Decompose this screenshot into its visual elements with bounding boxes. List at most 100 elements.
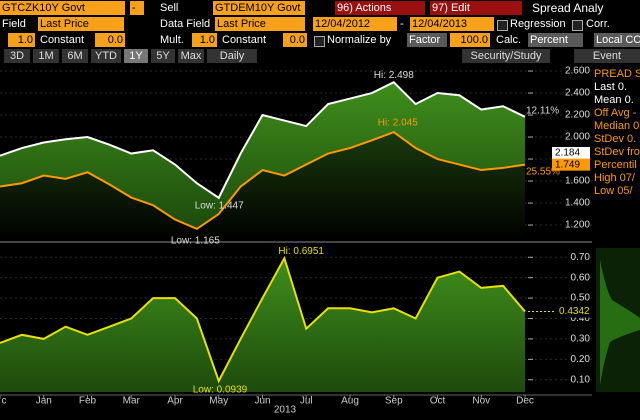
x-tick-label: Jun bbox=[254, 396, 270, 407]
stat-line: Low 05/ bbox=[594, 185, 633, 197]
last-value: 2.184 bbox=[555, 148, 580, 159]
x-tick-label: Apr bbox=[167, 396, 183, 407]
stat-line: PREAD SU bbox=[594, 68, 640, 80]
pct-label: 25.55% bbox=[526, 166, 560, 177]
stat-line: Off Avg - bbox=[594, 107, 637, 119]
x-tick-label: Oct bbox=[430, 396, 446, 407]
y-tick-label: 0.70 bbox=[571, 252, 591, 263]
separator: - bbox=[400, 18, 404, 30]
low-label: Low: 1.447 bbox=[195, 201, 244, 212]
value-box bbox=[552, 158, 590, 171]
y-tick-label: 1.400 bbox=[565, 198, 590, 209]
value-box bbox=[556, 305, 594, 318]
label: Constant bbox=[40, 34, 85, 46]
y-tick-label: 0.60 bbox=[571, 272, 591, 283]
range-tab[interactable]: 3D bbox=[4, 49, 30, 63]
low-label: Low: 1.165 bbox=[171, 236, 220, 247]
y-tick-label: 0.20 bbox=[571, 354, 591, 365]
security-field[interactable]: GTDEM10Y Govt bbox=[213, 1, 305, 15]
y-tick-label: 2.400 bbox=[565, 88, 590, 99]
series-line bbox=[0, 81, 526, 200]
checkbox[interactable] bbox=[314, 36, 325, 47]
range-tab[interactable]: 5Y bbox=[151, 49, 175, 63]
stat-line: Mean 0. bbox=[594, 94, 634, 106]
series-line bbox=[0, 255, 526, 384]
x-tick-label: c bbox=[2, 396, 7, 407]
y-tick-label: 1.600 bbox=[565, 176, 590, 187]
distribution-shape bbox=[600, 260, 640, 385]
range-tab[interactable]: Max bbox=[178, 49, 204, 63]
date-input[interactable]: 12/04/2012 bbox=[313, 17, 397, 31]
range-tab-active[interactable]: 1Y bbox=[124, 49, 148, 63]
label: Regression bbox=[510, 18, 566, 30]
y-tick-label: 2.200 bbox=[565, 110, 590, 121]
value-box bbox=[552, 147, 590, 159]
hi-label: Hi: 0.6951 bbox=[278, 246, 324, 257]
edit-button[interactable]: 97) Edit bbox=[430, 1, 522, 15]
x-tick-label: Mar bbox=[123, 396, 141, 407]
range-tab[interactable]: YTD bbox=[91, 49, 121, 63]
security-study-button[interactable]: Security/Study bbox=[462, 49, 550, 63]
event-button[interactable]: Event bbox=[574, 49, 640, 63]
x-tick-label: Feb bbox=[79, 396, 97, 407]
area-fill bbox=[0, 258, 525, 392]
field-input[interactable]: Last Price bbox=[215, 17, 305, 31]
x-tick-label: May bbox=[209, 396, 228, 407]
low-label: Low: 0.0939 bbox=[193, 385, 248, 396]
label: Constant bbox=[222, 34, 267, 46]
label: Corr. bbox=[586, 18, 610, 30]
dropdown[interactable]: Percent bbox=[528, 33, 583, 47]
frequency-dropdown[interactable]: Daily bbox=[207, 49, 257, 63]
x-tick-label: Jul bbox=[300, 396, 313, 407]
label: Field bbox=[2, 18, 26, 30]
base-fill bbox=[0, 132, 525, 240]
label: Data Field bbox=[160, 18, 211, 30]
x-tick-label: Aug bbox=[341, 396, 359, 407]
operator[interactable]: - bbox=[130, 1, 144, 15]
number-input[interactable]: 1.0 bbox=[192, 33, 217, 47]
stats-panel: PREAD SULast 0.Mean 0.Off Avg -Median 0.… bbox=[594, 68, 640, 198]
stat-line: Median 0. bbox=[594, 120, 640, 132]
page-title: Spread Analy bbox=[532, 1, 604, 15]
number-input[interactable]: 100.0 bbox=[450, 33, 490, 47]
stat-line: Percentil bbox=[594, 159, 637, 171]
number-input[interactable]: 1.0 bbox=[8, 33, 35, 47]
stat-line: StDev 0. bbox=[594, 133, 637, 145]
date-input[interactable]: 12/04/2013 bbox=[410, 17, 494, 31]
y-tick-label: 2.000 bbox=[565, 132, 590, 143]
label: Mult. bbox=[160, 34, 184, 46]
number-input[interactable]: 0.0 bbox=[95, 33, 125, 47]
x-tick-label: Sep bbox=[385, 396, 403, 407]
x-tick-label: Dec bbox=[516, 396, 534, 407]
y-tick-label: 0.30 bbox=[571, 334, 591, 345]
range-tab[interactable]: 6M bbox=[62, 49, 88, 63]
number-input[interactable]: 0.0 bbox=[283, 33, 307, 47]
stat-line: Last 0. bbox=[594, 81, 628, 93]
spread-fill bbox=[0, 82, 525, 229]
x-tick-label: Jan bbox=[36, 396, 52, 407]
dropdown[interactable]: Local CC bbox=[594, 33, 640, 47]
last-value: 0.4342 bbox=[559, 306, 590, 317]
security-field[interactable]: GTCZK10Y Govt bbox=[0, 1, 125, 15]
label: Calc. bbox=[496, 34, 522, 46]
x-year-label: 2013 bbox=[274, 405, 297, 416]
checkbox[interactable] bbox=[572, 20, 583, 31]
y-tick-label: 1.200 bbox=[565, 220, 590, 231]
checkbox[interactable] bbox=[497, 20, 508, 31]
x-tick-label: Nov bbox=[472, 396, 490, 407]
y-tick-label: 0.40 bbox=[571, 313, 591, 324]
stat-line: StDev fro bbox=[594, 146, 640, 158]
hi-label: Hi: 2.498 bbox=[374, 70, 414, 81]
actions-button[interactable]: 96) Actions bbox=[335, 1, 425, 15]
sell-label: Sell bbox=[160, 2, 179, 14]
stat-line: High 07/ bbox=[594, 172, 635, 184]
hi-label: Hi: 2.045 bbox=[378, 118, 418, 129]
dropdown[interactable]: Factor bbox=[407, 33, 447, 47]
pct-label: 12.11% bbox=[526, 105, 559, 116]
range-tab[interactable]: 1M bbox=[33, 49, 59, 63]
last-value: 1.749 bbox=[555, 159, 580, 170]
field-input[interactable]: Last Price bbox=[38, 17, 124, 31]
series-line bbox=[0, 130, 526, 231]
